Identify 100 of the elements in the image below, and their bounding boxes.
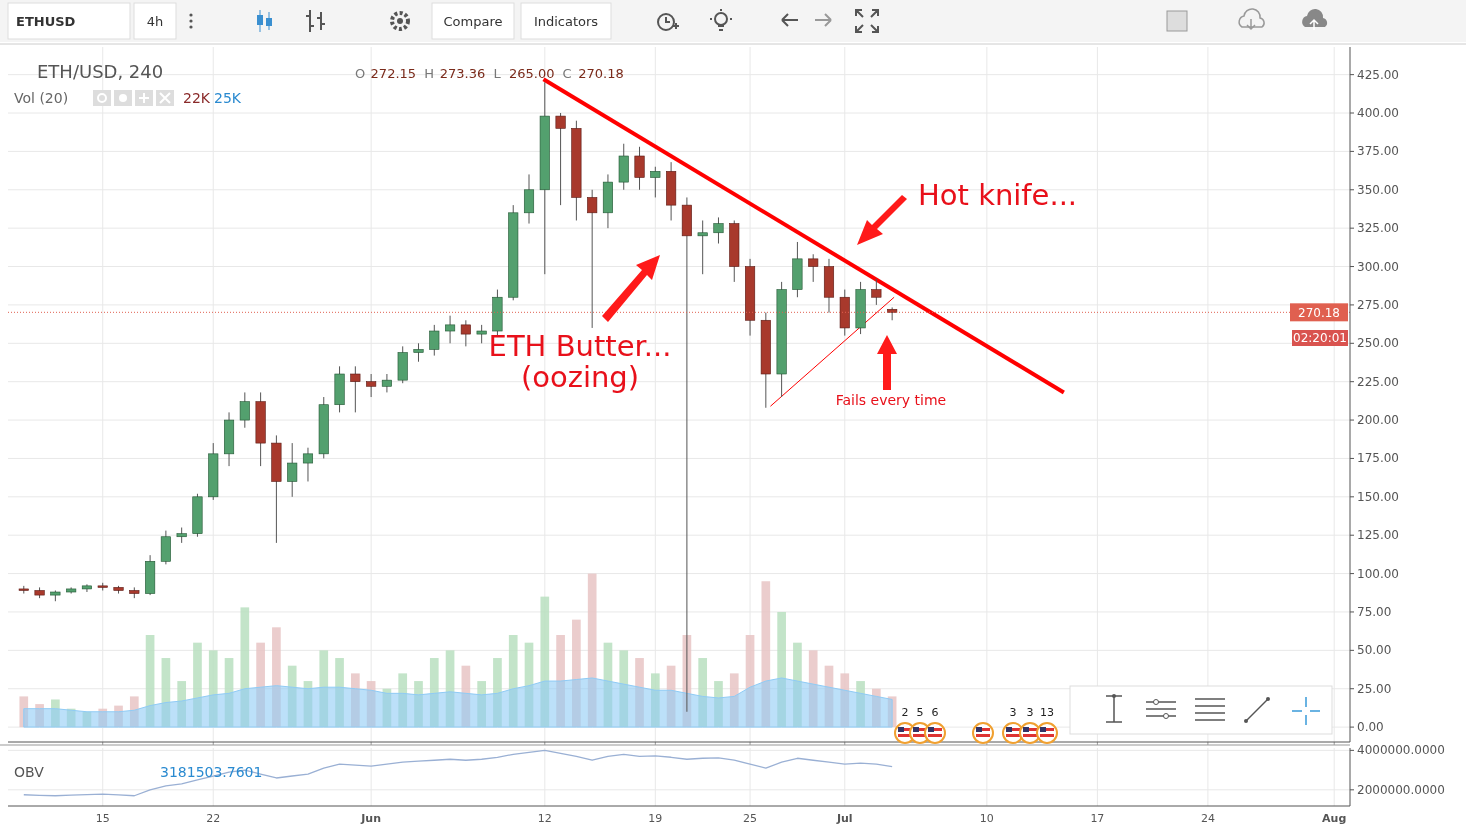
candlestick [634, 146, 645, 191]
bar [824, 665, 834, 728]
y-tick-label: 400.00 [1357, 106, 1399, 121]
bar [540, 596, 550, 728]
x-tick-label: Jul [835, 812, 853, 825]
bar [66, 708, 76, 728]
bar [840, 673, 850, 728]
bar [777, 611, 786, 728]
candlestick [239, 391, 250, 429]
candlestick [302, 447, 314, 482]
candlestick [555, 112, 566, 206]
x-tick-label: 15 [95, 812, 110, 825]
y-tick-label: 4000000.0000 [1357, 743, 1445, 758]
x-tick-label: 24 [1200, 812, 1215, 825]
bar [208, 650, 218, 728]
bar [287, 665, 297, 728]
bar [240, 607, 250, 728]
annotation: 22K [183, 90, 211, 106]
bar [887, 696, 897, 728]
bar [429, 658, 439, 728]
bar [619, 650, 629, 728]
annotation: 25K [214, 90, 242, 106]
candlestick [287, 442, 298, 498]
bar [114, 705, 123, 728]
candlestick [460, 319, 471, 347]
y-tick-label: 425.00 [1357, 67, 1399, 82]
y-tick-label: 100.00 [1357, 566, 1399, 581]
annotation: 2 [901, 706, 909, 719]
bar [398, 673, 408, 728]
bar [729, 673, 739, 728]
bar [19, 696, 29, 728]
bar [493, 658, 502, 728]
bar [382, 688, 392, 728]
text: OBV [14, 764, 45, 780]
y-tick-label: 0.00 [1357, 720, 1384, 735]
bar [351, 673, 360, 728]
bar [445, 650, 455, 728]
annotation: 3 [1009, 706, 1017, 719]
x-tick-label: 22 [206, 812, 221, 825]
y-tick-label: 125.00 [1357, 528, 1399, 543]
y-tick-label: 175.00 [1357, 451, 1399, 466]
text: ETHUSD [16, 14, 76, 29]
y-tick-label: 200.00 [1357, 413, 1399, 428]
annotation: Fails every time [835, 392, 947, 408]
annotation: 3181503.7601 [160, 764, 263, 780]
bar [761, 581, 771, 728]
annotation: ETH Butter... (oozing) [488, 329, 672, 394]
text: ETH/USD, 240 [37, 61, 164, 82]
y-tick-label: 50.00 [1357, 643, 1392, 658]
bar [808, 650, 818, 728]
bar [303, 681, 313, 728]
bar [572, 619, 581, 728]
x-tick-label: 25 [743, 812, 758, 825]
candlestick [713, 216, 724, 245]
x-tick-label: 12 [537, 812, 552, 825]
y-tick-label: 375.00 [1357, 144, 1399, 159]
annotation: 6 [931, 706, 939, 719]
bar [714, 681, 723, 728]
bar [666, 665, 676, 728]
candlestick [476, 324, 487, 344]
bar [224, 658, 234, 728]
bar [256, 642, 265, 728]
candlestick [445, 315, 456, 344]
y-tick-label: 325.00 [1357, 221, 1399, 236]
bar [508, 634, 518, 728]
candlestick [887, 306, 898, 321]
bar [335, 658, 344, 728]
y-tick-label: 2000000.0000 [1357, 782, 1445, 797]
annotation: 13 [1040, 706, 1054, 719]
annotation: 02:20:01 [1293, 331, 1347, 345]
bar [319, 650, 329, 728]
y-tick-label: 350.00 [1357, 182, 1399, 197]
candlestick [808, 253, 819, 283]
candlestick [587, 189, 598, 329]
x-tick-label: Aug [1322, 812, 1347, 825]
bar [145, 634, 155, 728]
bar [698, 658, 708, 728]
ref-line-label: 270.18 [1298, 305, 1340, 320]
y-tick-label: 25.00 [1357, 681, 1392, 696]
bar [556, 634, 565, 728]
x-tick-label: 17 [1090, 812, 1105, 825]
text: Indicators [533, 14, 599, 29]
bar [129, 696, 139, 728]
candlestick [413, 342, 424, 363]
bar [856, 681, 865, 728]
x-tick-label: 10 [979, 812, 994, 825]
bar [177, 681, 187, 728]
x-tick-label: 19 [648, 812, 663, 825]
candlestick [429, 324, 440, 357]
bar [414, 681, 423, 728]
bar [603, 642, 613, 728]
y-tick-label: 150.00 [1357, 489, 1399, 504]
bar [82, 711, 92, 728]
candlestick [350, 365, 361, 413]
candlestick [366, 373, 377, 398]
bar [161, 658, 171, 728]
annotation: Vol (20) [14, 90, 69, 106]
candlestick [650, 166, 661, 198]
bar [650, 673, 660, 728]
candlestick [523, 173, 535, 225]
